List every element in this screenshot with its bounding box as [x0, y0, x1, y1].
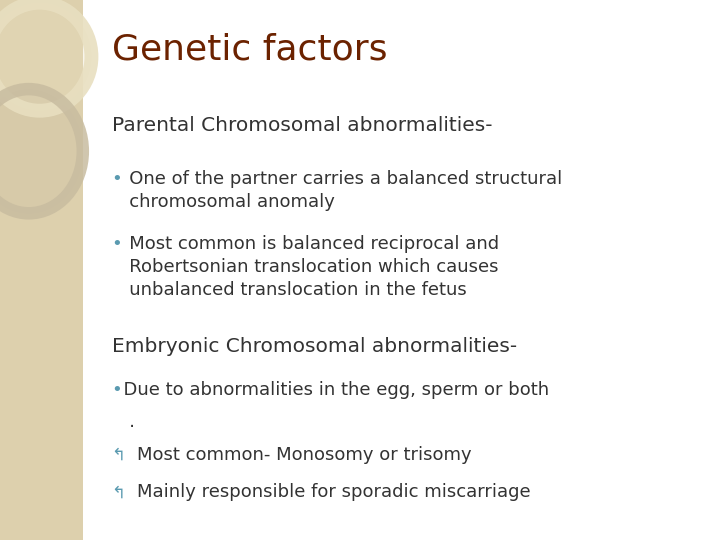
Text: •: •	[112, 235, 122, 253]
Text: ↰: ↰	[112, 483, 125, 501]
Text: Mainly responsible for sporadic miscarriage: Mainly responsible for sporadic miscarri…	[137, 483, 531, 501]
Text: ↰: ↰	[112, 446, 125, 463]
Text: Most common- Monosomy or trisomy: Most common- Monosomy or trisomy	[137, 446, 472, 463]
Text: One of the partner carries a balanced structural
   chromosomal anomaly: One of the partner carries a balanced st…	[112, 170, 562, 211]
Text: •: •	[112, 381, 122, 399]
Ellipse shape	[0, 89, 83, 213]
Ellipse shape	[0, 3, 91, 111]
Text: Due to abnormalities in the egg, sperm or both: Due to abnormalities in the egg, sperm o…	[112, 381, 549, 399]
Text: Embryonic Chromosomal abnormalities-: Embryonic Chromosomal abnormalities-	[112, 338, 517, 356]
Text: Genetic factors: Genetic factors	[112, 32, 387, 66]
Text: Most common is balanced reciprocal and
   Robertsonian translocation which cause: Most common is balanced reciprocal and R…	[112, 235, 499, 299]
Text: .: .	[112, 413, 135, 431]
Bar	[0, 0, 83, 540]
Text: Parental Chromosomal abnormalities-: Parental Chromosomal abnormalities-	[112, 116, 492, 135]
Text: •: •	[112, 170, 122, 188]
